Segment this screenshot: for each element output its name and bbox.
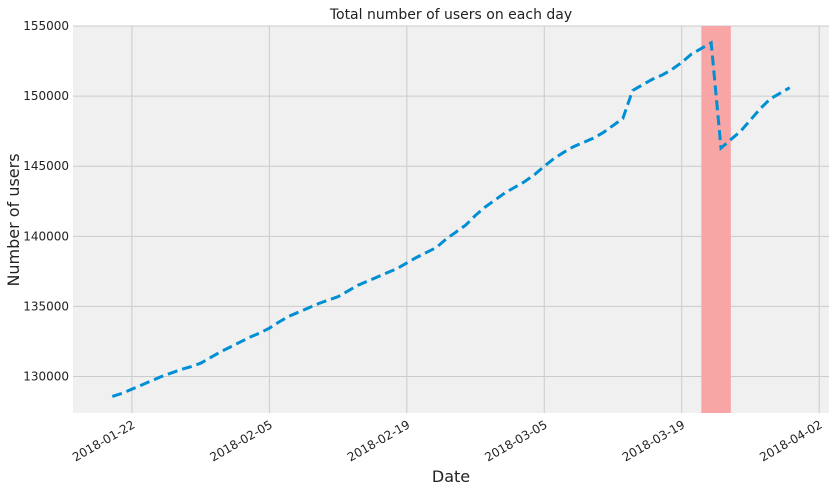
x-tick-label: 2018-03-05 bbox=[482, 417, 549, 464]
y-tick-label: 155000 bbox=[23, 19, 69, 33]
y-tick-label: 150000 bbox=[23, 89, 69, 103]
y-tick-label: 135000 bbox=[23, 299, 69, 313]
y-tick-label: 140000 bbox=[23, 229, 69, 243]
y-tick-label: 145000 bbox=[23, 159, 69, 173]
chart-title: Total number of users on each day bbox=[329, 7, 572, 23]
highlight-span bbox=[701, 26, 731, 413]
x-tick-label: 2018-02-19 bbox=[345, 417, 412, 464]
data-line bbox=[111, 40, 791, 398]
y-axis-label: Number of users bbox=[4, 153, 23, 286]
x-axis-label: Date bbox=[432, 467, 470, 486]
y-tick-label: 130000 bbox=[23, 370, 69, 384]
x-tick-label: 2018-01-22 bbox=[70, 417, 137, 464]
x-tick-label: 2018-04-02 bbox=[757, 417, 824, 464]
x-tick-label: 2018-03-19 bbox=[620, 417, 687, 464]
x-tick-label: 2018-02-05 bbox=[207, 417, 274, 464]
